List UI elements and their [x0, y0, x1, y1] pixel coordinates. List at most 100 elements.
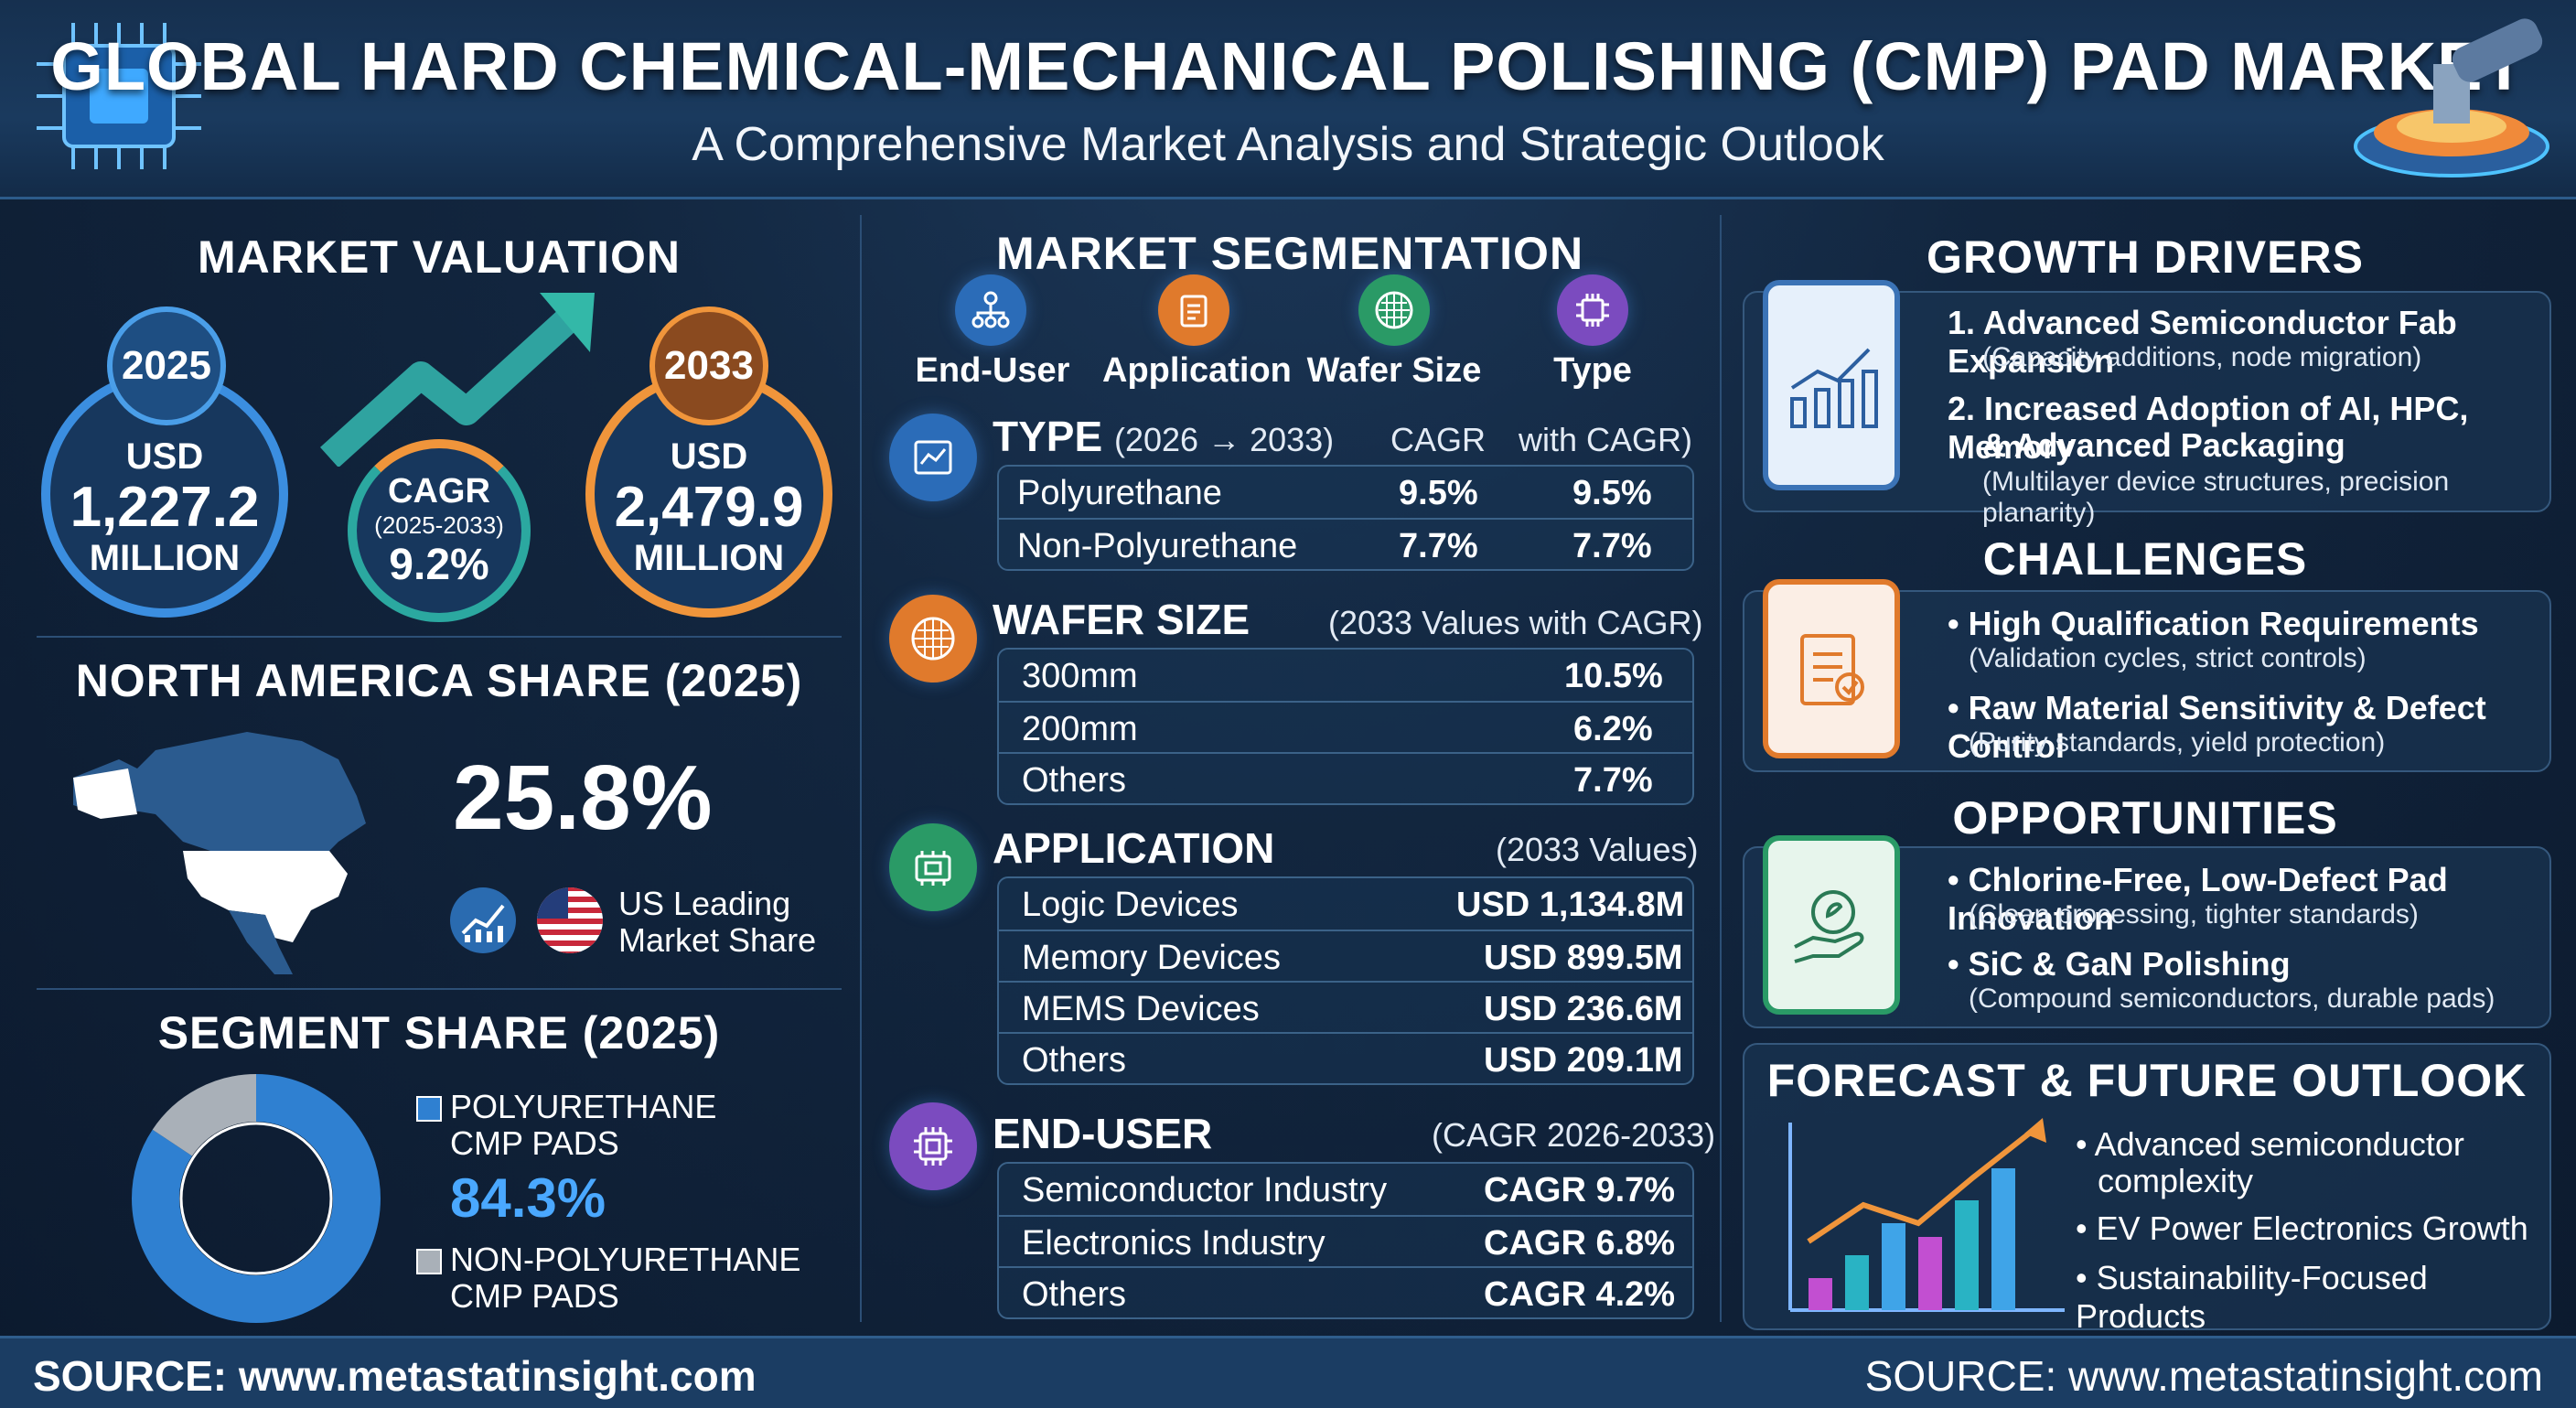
donut-inner-ring: [179, 1122, 333, 1275]
growth-arrow-icon: [320, 293, 595, 467]
page-subtitle: A Comprehensive Market Analysis and Stra…: [692, 118, 1884, 171]
opportunities-panel: • Chlorine-Free, Low-Defect Pad Innovati…: [1743, 835, 2551, 1028]
trend-chart-icon: [450, 887, 516, 953]
polyurethane-share-value: 84.3%: [450, 1167, 606, 1229]
table-row: Memory Devices USD 899.5M: [999, 930, 1692, 981]
row-label: Logic Devices: [1022, 886, 1239, 924]
wafer-section-icon: [889, 595, 977, 683]
forecast-title: FORECAST & FUTURE OUTLOOK: [1766, 1055, 2528, 1106]
north-america-share-value: 25.8%: [453, 747, 713, 849]
footer: SOURCE: www.metastatinsight.com SOURCE: …: [0, 1336, 2576, 1408]
unit-label: MILLION: [89, 537, 241, 578]
forecast-bullet-2: • EV Power Electronics Growth: [2076, 1209, 2528, 1247]
cagr-circle: CAGR (2025-2033) 9.2%: [348, 439, 531, 622]
non-polyurethane-legend-label: NON-POLYURETHANE CMP PADS: [450, 1241, 800, 1315]
wafer-note: (2033 Values with CAGR): [1328, 604, 1703, 641]
us-leading-line2: Market Share: [618, 921, 817, 959]
growth-driver-2-sub: (Multilayer device structures, precision…: [1982, 467, 2450, 528]
table-row: Semiconductor Industry CAGR 9.7%: [999, 1164, 1692, 1213]
currency-label: USD: [670, 436, 748, 478]
table-row: Non-Polyurethane 7.7% 7.7%: [999, 518, 1692, 569]
page-title: GLOBAL HARD CHEMICAL-MECHANICAL POLISHIN…: [50, 28, 2526, 104]
application-table: Logic Devices USD 1,134.8M Memory Device…: [997, 876, 1694, 1085]
segment-share-donut: [132, 1074, 381, 1323]
growth-drivers-panel: 1. Advanced Semiconductor Fab Expansion …: [1743, 280, 2551, 528]
row-label: Others: [1022, 1041, 1127, 1080]
challenge-2-head: • Raw Material Sensitivity & Defect Cont…: [1948, 689, 2486, 765]
growth-drivers-title: GROWTH DRIVERS: [1927, 231, 2364, 283]
wafer-icon: [1358, 274, 1430, 346]
end-user-note: (CAGR 2026-2033): [1432, 1116, 1716, 1154]
row-value: 9.5%: [1399, 474, 1478, 512]
row-label: 300mm: [1022, 657, 1138, 695]
table-row: Logic Devices USD 1,134.8M: [999, 878, 1692, 928]
us-flag-icon: [537, 887, 603, 953]
challenge-1-head: • High Qualification Requirements: [1948, 605, 2479, 642]
valuation-2033-value: 2,479.9: [614, 476, 804, 540]
category-wafer-size: Wafer Size: [1306, 351, 1482, 390]
wafer-heading: WAFER SIZE: [993, 596, 1250, 643]
table-row: 200mm 6.2%: [999, 701, 1692, 752]
table-row: Polyurethane 9.5% 9.5%: [999, 467, 1692, 516]
growth-driver-2-head: 2. Increased Adoption of AI, HPC, Memory: [1948, 390, 2469, 466]
row-value: CAGR 4.2%: [1484, 1275, 1676, 1314]
row-label: Others: [1022, 1275, 1127, 1314]
application-note: (2033 Values): [1496, 831, 1699, 868]
north-america-title: NORTH AMERICA SHARE (2025): [75, 655, 803, 706]
opportunity-2-sub: (Compound semiconductors, durable pads): [1969, 983, 2496, 1014]
opportunity-2-head: • SiC & GaN Polishing: [1948, 945, 2291, 983]
opportunity-1-sub: (Clean processing, tighter standards): [1969, 899, 2419, 930]
polyurethane-legend-line1: POLYURETHANE: [450, 1088, 717, 1125]
currency-label: USD: [125, 436, 204, 478]
forecast-panel: FORECAST & FUTURE OUTLOOK • Advanced sem…: [1743, 1043, 2551, 1335]
growth-chart-icon: [1763, 280, 1900, 490]
donut-slice-non-polyurethane: [132, 1074, 381, 1323]
row-value: USD 1,134.8M: [1456, 886, 1685, 924]
polyurethane-legend-swatch: [416, 1096, 442, 1122]
polyurethane-legend-line2: CMP PADS: [450, 1124, 619, 1162]
row-label: Polyurethane: [1017, 474, 1222, 512]
growth-driver-1-sub: (Capacity additions, node migration): [1982, 342, 2422, 372]
type-period: (2026 → 2033): [1114, 421, 1335, 458]
table-row: MEMS Devices USD 236.6M: [999, 981, 1692, 1032]
row-value: USD 899.5M: [1484, 939, 1683, 977]
year-badge-2033: 2033: [649, 306, 768, 425]
type-col-cagr: CAGR: [1390, 421, 1487, 458]
column-divider: [1720, 215, 1722, 1322]
forecast-bar-chart-icon: [1788, 1118, 2065, 1312]
row-value: 6.2%: [1573, 710, 1653, 748]
source-right[interactable]: SOURCE: www.metastatinsight.com: [1864, 1352, 2543, 1400]
opportunity-1-head: • Chlorine-Free, Low-Defect Pad Innovati…: [1948, 861, 2448, 937]
row-value: 10.5%: [1564, 657, 1663, 695]
application-heading: APPLICATION: [993, 824, 1275, 872]
valuation-title: MARKET VALUATION: [198, 231, 681, 283]
hand-coin-icon: [1763, 835, 1900, 1015]
north-america-map-icon: [73, 732, 366, 974]
us-leading-line1: US Leading: [618, 885, 791, 922]
non-polyurethane-legend-swatch: [416, 1249, 442, 1274]
table-row: Others 7.7%: [999, 752, 1692, 803]
row-value: 7.7%: [1573, 761, 1653, 800]
challenge-2-sub: (Purity standards, yield protection): [1969, 727, 2386, 758]
end-user-table: Semiconductor Industry CAGR 9.7% Electro…: [997, 1162, 1694, 1319]
year-badge-2025: 2025: [107, 306, 226, 425]
clipboard-icon: [1158, 274, 1229, 346]
chip-icon: [37, 23, 201, 169]
valuation-2025-value: 1,227.2: [70, 476, 260, 540]
category-end-user: End-User: [915, 351, 1070, 390]
non-polyurethane-legend-line1: NON-POLYURETHANE: [450, 1241, 801, 1278]
processor-icon: [1557, 274, 1628, 346]
category-application: Application: [1102, 351, 1292, 390]
cagr-label: CAGR: [388, 471, 490, 511]
type-section-icon: [889, 414, 977, 501]
table-row: Others CAGR 4.2%: [999, 1266, 1692, 1317]
challenges-title: CHALLENGES: [1982, 533, 2308, 585]
row-value: CAGR 6.8%: [1484, 1224, 1676, 1263]
source-left[interactable]: SOURCE: www.metastatinsight.com: [33, 1352, 757, 1400]
segment-share-title: SEGMENT SHARE (2025): [157, 1007, 721, 1059]
category-type: Type: [1553, 351, 1632, 390]
polyurethane-legend-label: POLYURETHANE CMP PADS: [450, 1089, 716, 1162]
growth-driver-1-head: 1. Advanced Semiconductor Fab Expansion: [1948, 304, 2457, 380]
row-label: MEMS Devices: [1022, 990, 1260, 1028]
row-value: 9.5%: [1572, 474, 1652, 512]
